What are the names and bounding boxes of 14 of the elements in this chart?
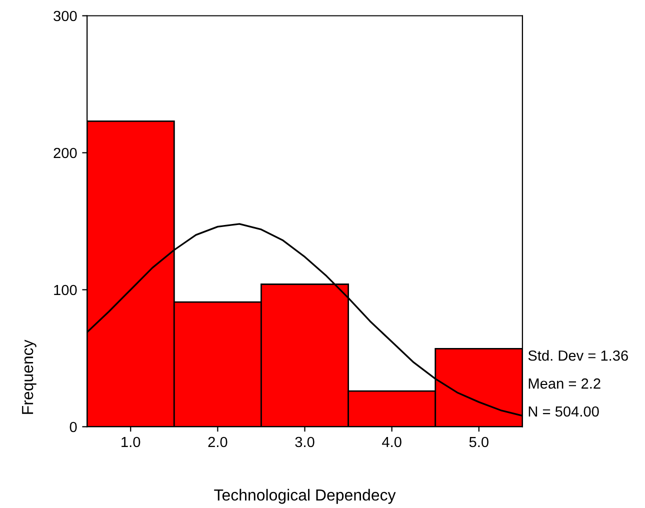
- text: N = 504.00: [528, 406, 599, 417]
- y-tick-label: 100: [54, 284, 77, 296]
- text: Std. Dev = 1.36: [528, 350, 628, 361]
- y-tick-label: 200: [54, 148, 77, 158]
- x-tick-label: 2.0: [208, 436, 228, 448]
- y-tick-label: 300: [54, 10, 77, 22]
- y-tick-label: 0: [70, 422, 77, 432]
- y-axis-title: Frequency: [22, 340, 36, 414]
- x-tick-label: 1.0: [122, 436, 140, 448]
- x-tick-label: 5.0: [469, 436, 488, 448]
- x-tick-label: 3.0: [295, 436, 314, 448]
- text: Mean = 2.2: [528, 378, 600, 389]
- x-axis-title: Technological Dependecy: [214, 488, 396, 504]
- x-tick-label: 4.0: [382, 436, 402, 448]
